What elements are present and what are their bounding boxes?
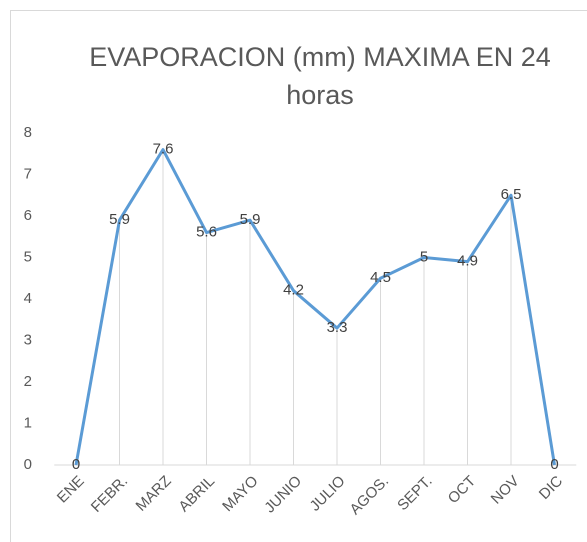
data-label: 6.5 [501,186,522,203]
y-tick-label: 5 [24,248,32,265]
y-tick-label: 6 [24,207,32,224]
y-tick-label: 3 [24,331,32,348]
x-tick-label: MAYO [219,473,261,515]
data-label: 5.9 [240,211,261,228]
x-tick-label: NOV [488,473,523,508]
x-tick-label: FEBR. [88,473,131,516]
data-label: 0 [550,456,558,473]
x-tick-label: ABRIL [175,473,218,516]
chart-title: EVAPORACION (mm) MAXIMA EN 24 horas [89,42,551,110]
x-tick-label: JULIO [307,473,349,515]
x-tick-label: MARZ [133,473,175,515]
y-tick-label: 2 [24,373,32,390]
y-tick-label: 0 [24,456,32,473]
x-tick-label: SEPT. [394,473,435,514]
y-tick-label: 1 [24,414,32,431]
y-tick-label: 4 [24,290,32,307]
data-label: 4.9 [457,253,478,270]
x-tick-label: DIC [536,473,566,503]
x-tick-label: OCT [445,473,479,507]
y-tick-label: 8 [24,124,32,141]
data-label: 4.2 [283,282,304,299]
data-label: 5.6 [196,224,217,241]
x-tick-label: AGOS. [347,473,393,519]
data-label: 0 [72,456,80,473]
data-label: 7.6 [153,141,174,158]
data-line [74,148,556,466]
y-tick-label: 7 [24,165,32,182]
data-label: 4.5 [370,269,391,286]
data-label: 3.3 [327,319,348,336]
chart-border [10,10,587,542]
data-label: 5 [420,248,428,265]
data-label: 5.9 [109,211,130,228]
x-tick-label: ENE [54,473,88,507]
x-tick-label: JUNIO [261,473,305,517]
